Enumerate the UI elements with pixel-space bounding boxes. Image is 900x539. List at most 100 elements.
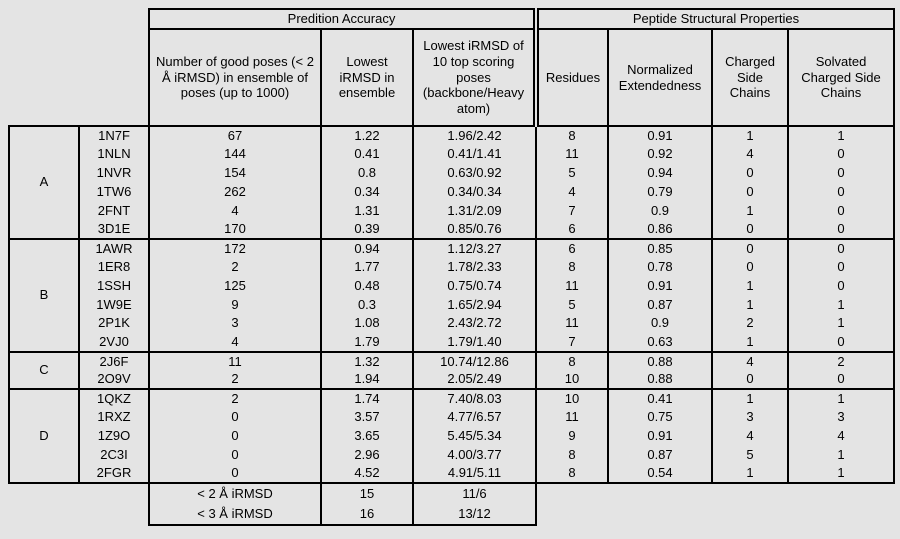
value-cell: 2 <box>148 388 322 408</box>
value-cell: 1 <box>787 295 895 314</box>
value-cell: 1 <box>711 464 789 485</box>
value-cell: 0.87 <box>607 295 713 314</box>
value-cell: 7.40/8.03 <box>412 388 537 408</box>
table-row: 2P1K 3 1.08 2.43/2.72 11 0.9 2 1 <box>9 313 895 333</box>
pdb-id: 1SSH <box>78 276 150 296</box>
value-cell: 4 <box>787 426 895 446</box>
column-header-solvated-charged-side-chains: Solvated Charged Side Chains <box>787 28 895 127</box>
pdb-id: 1Z9O <box>78 426 150 446</box>
group-label: A <box>8 125 80 239</box>
value-cell: 6 <box>535 219 609 239</box>
value-cell: 0.86 <box>607 219 713 239</box>
value-cell: 1.65/2.94 <box>412 295 537 314</box>
value-cell: 1 <box>787 464 895 485</box>
summary-row: < 3 Å iRMSD 16 13/12 <box>9 504 894 527</box>
value-cell: 8 <box>535 445 609 465</box>
value-cell: 4 <box>535 182 609 202</box>
value-cell: 0 <box>787 257 895 277</box>
summary-row: < 2 Å iRMSD 15 11/6 <box>9 482 894 505</box>
value-cell: 0.3 <box>320 295 414 314</box>
value-cell: 0 <box>711 257 789 277</box>
value-cell: 8 <box>535 350 609 371</box>
value-cell: 0 <box>787 144 895 164</box>
value-cell: 4 <box>711 350 789 371</box>
table-row: 2VJ0 4 1.79 1.79/1.40 7 0.63 1 0 <box>9 332 895 352</box>
value-cell: 0.63/0.92 <box>412 163 537 183</box>
table-row: 1W9E 9 0.3 1.65/2.94 5 0.87 1 1 <box>9 295 895 314</box>
value-cell: 1 <box>711 276 789 296</box>
value-cell: 0.94 <box>320 237 414 258</box>
value-cell: 0 <box>711 237 789 258</box>
value-cell: 1.96/2.42 <box>412 125 537 145</box>
pdb-id: 2FNT <box>78 201 150 220</box>
pdb-id: 1W9E <box>78 295 150 314</box>
summary-ensemble-count: 15 <box>320 482 414 505</box>
value-cell: 172 <box>148 237 322 258</box>
value-cell: 0.41 <box>320 144 414 164</box>
table-row: 1RXZ 0 3.57 4.77/6.57 11 0.75 3 3 <box>9 407 895 427</box>
value-cell: 1.31/2.09 <box>412 201 537 220</box>
value-cell: 0.75/0.74 <box>412 276 537 296</box>
value-cell: 1 <box>711 201 789 220</box>
value-cell: 6 <box>535 237 609 258</box>
value-cell: 0 <box>787 182 895 202</box>
value-cell: 2 <box>787 350 895 371</box>
pdb-id: 1RXZ <box>78 407 150 427</box>
value-cell: 125 <box>148 276 322 296</box>
value-cell: 0 <box>787 219 895 239</box>
value-cell: 0 <box>787 237 895 258</box>
pdb-id: 1ER8 <box>78 257 150 277</box>
value-cell: 7 <box>535 201 609 220</box>
table-row: 1SSH 125 0.48 0.75/0.74 11 0.91 1 0 <box>9 276 895 296</box>
value-cell: 3.57 <box>320 407 414 427</box>
pdb-id: 1AWR <box>78 237 150 258</box>
value-cell: 1 <box>711 332 789 352</box>
value-cell: 1.22 <box>320 125 414 145</box>
value-cell: 0.41/1.41 <box>412 144 537 164</box>
summary-top10-count: 11/6 <box>412 482 537 505</box>
value-cell: 5 <box>711 445 789 465</box>
table-row: 1TW6 262 0.34 0.34/0.34 4 0.79 0 0 <box>9 182 895 202</box>
value-cell: 0 <box>148 426 322 446</box>
column-header-residues: Residues <box>533 28 609 127</box>
value-cell: 1.31 <box>320 201 414 220</box>
value-cell: 0.88 <box>607 370 713 390</box>
table-row: 1Z9O 0 3.65 5.45/5.34 9 0.91 4 4 <box>9 426 895 446</box>
value-cell: 5 <box>535 295 609 314</box>
column-header-charged-side-chains: Charged Side Chains <box>711 28 789 127</box>
table-row: A 1N7F 67 1.22 1.96/2.42 8 0.91 1 1 <box>8 125 895 239</box>
pdb-id: 2O9V <box>78 370 150 390</box>
value-cell: 1 <box>711 125 789 145</box>
value-cell: 4 <box>711 144 789 164</box>
pdb-id: 2P1K <box>78 313 150 333</box>
column-header-normalized-extendedness: Normalized Extendedness <box>607 28 713 127</box>
value-cell: 0.87 <box>607 445 713 465</box>
table-row: 2C3I 0 2.96 4.00/3.77 8 0.87 5 1 <box>9 445 895 465</box>
value-cell: 0.79 <box>607 182 713 202</box>
table-row: 2FNT 4 1.31 1.31/2.09 7 0.9 1 0 <box>9 201 895 220</box>
value-cell: 0 <box>787 332 895 352</box>
value-cell: 0.8 <box>320 163 414 183</box>
value-cell: 0.9 <box>607 201 713 220</box>
value-cell: 0 <box>711 182 789 202</box>
value-cell: 4 <box>148 332 322 352</box>
value-cell: 0.34/0.34 <box>412 182 537 202</box>
value-cell: 5 <box>535 163 609 183</box>
results-table: Predition Accuracy Peptide Structural Pr… <box>8 8 895 527</box>
column-header-good-poses: Number of good poses (< 2 Å iRMSD) in en… <box>148 28 322 127</box>
value-cell: 3 <box>787 407 895 427</box>
value-cell: 0.91 <box>607 426 713 446</box>
value-cell: 4.00/3.77 <box>412 445 537 465</box>
value-cell: 0 <box>148 445 322 465</box>
value-cell: 1.94 <box>320 370 414 390</box>
value-cell: 170 <box>148 219 322 239</box>
value-cell: 0.75 <box>607 407 713 427</box>
value-cell: 9 <box>535 426 609 446</box>
value-cell: 0.54 <box>607 464 713 485</box>
value-cell: 11 <box>535 144 609 164</box>
value-cell: 0 <box>711 370 789 390</box>
table-row: 2FGR 0 4.52 4.91/5.11 8 0.54 1 1 <box>9 464 895 485</box>
group-label: D <box>8 388 80 485</box>
value-cell: 8 <box>535 257 609 277</box>
value-cell: 4.77/6.57 <box>412 407 537 427</box>
